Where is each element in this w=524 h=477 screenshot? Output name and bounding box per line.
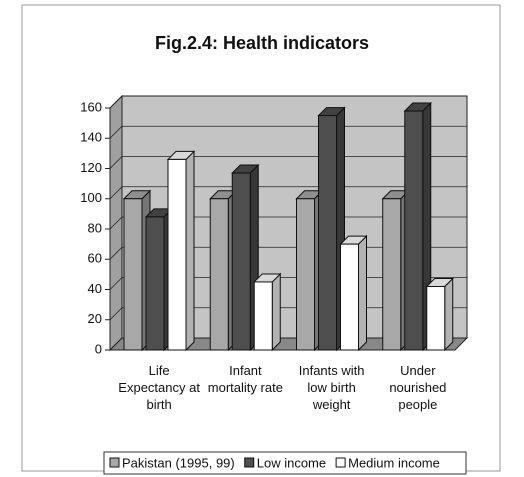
bar-front xyxy=(253,281,273,351)
bar-front xyxy=(426,285,446,351)
x-tick-label: Infants with low birth weight xyxy=(298,363,365,412)
bar-front xyxy=(167,158,187,351)
x-tick-label: Infant mortality rate xyxy=(207,363,283,395)
x-tick-label: Under nourished people xyxy=(389,363,447,412)
legend: Pakistan (1995, 99) Low income Medium inco… xyxy=(103,451,467,475)
grid-line xyxy=(109,216,467,230)
bar-front xyxy=(404,110,424,351)
legend-swatch xyxy=(109,457,120,468)
y-tick-label: 40 xyxy=(88,281,102,296)
legend-box xyxy=(103,451,467,475)
y-tick-label: 20 xyxy=(88,311,102,326)
legend-label: Medium income xyxy=(348,455,440,470)
y-tick-label: 0 xyxy=(95,341,102,356)
bar xyxy=(339,234,368,352)
grid-line xyxy=(109,125,467,139)
chart-title: Fig.2.4: Health indicators xyxy=(155,33,369,53)
y-tick-label: 60 xyxy=(88,251,102,266)
x-tick-label: Life Expectancy at birth xyxy=(118,363,200,412)
bar xyxy=(231,163,260,352)
bar xyxy=(253,272,282,352)
bar-front xyxy=(318,115,337,351)
y-tick-label: 80 xyxy=(88,220,102,235)
bar-front xyxy=(123,198,143,351)
bar-front xyxy=(296,198,315,351)
legend-label: Pakistan (1995, 99) xyxy=(122,455,235,470)
bar-side xyxy=(444,277,454,352)
bar-side xyxy=(271,272,281,352)
grid-line xyxy=(109,95,467,109)
y-tick-label: 140 xyxy=(80,130,102,145)
y-tick-label: 120 xyxy=(80,160,102,175)
bar-side xyxy=(185,150,195,352)
y-tick-label: 160 xyxy=(80,99,102,114)
bar-front xyxy=(340,243,359,351)
legend-label: Low income xyxy=(257,455,326,470)
bar xyxy=(166,150,196,352)
legend-swatch xyxy=(335,457,346,468)
bar-front xyxy=(209,198,229,351)
bar xyxy=(425,277,454,352)
bar-front xyxy=(145,216,165,351)
bar-front xyxy=(231,172,251,351)
grid-line xyxy=(109,186,467,200)
legend-swatch xyxy=(244,457,255,468)
bar-front xyxy=(382,198,402,351)
grid-line xyxy=(109,156,467,169)
bar-side xyxy=(358,234,367,352)
y-tick-label: 100 xyxy=(80,190,102,205)
